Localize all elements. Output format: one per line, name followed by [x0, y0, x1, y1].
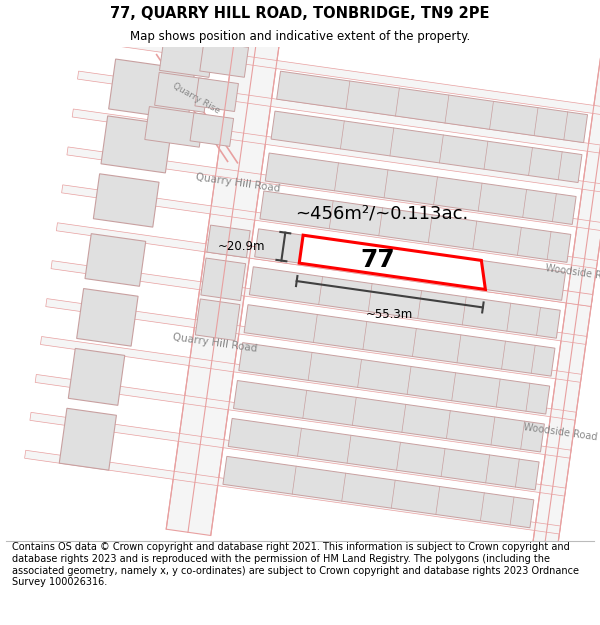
- Polygon shape: [77, 71, 600, 155]
- Polygon shape: [254, 229, 303, 263]
- Polygon shape: [25, 450, 560, 534]
- Polygon shape: [51, 261, 587, 344]
- Polygon shape: [109, 59, 195, 120]
- Polygon shape: [239, 342, 550, 414]
- Text: ~456m²/~0.113ac.: ~456m²/~0.113ac.: [295, 205, 469, 222]
- Polygon shape: [228, 419, 539, 490]
- Polygon shape: [59, 408, 116, 470]
- Text: ~55.3m: ~55.3m: [366, 308, 413, 321]
- Text: Quarry Rise: Quarry Rise: [171, 81, 221, 115]
- Polygon shape: [260, 191, 571, 262]
- Polygon shape: [77, 289, 138, 346]
- Polygon shape: [68, 348, 125, 406]
- Text: 77, QUARRY HILL ROAD, TONBRIDGE, TN9 2PE: 77, QUARRY HILL ROAD, TONBRIDGE, TN9 2PE: [110, 6, 490, 21]
- Polygon shape: [233, 381, 544, 452]
- Polygon shape: [190, 113, 233, 146]
- Polygon shape: [478, 261, 566, 300]
- Polygon shape: [30, 412, 566, 496]
- Text: Woodside Road: Woodside Road: [545, 262, 600, 283]
- Polygon shape: [299, 235, 485, 289]
- Polygon shape: [101, 116, 172, 173]
- Text: Woodside Road: Woodside Road: [523, 422, 598, 442]
- Polygon shape: [155, 72, 209, 112]
- Polygon shape: [200, 41, 248, 78]
- Text: Quarry Hill Road: Quarry Hill Road: [195, 173, 281, 194]
- Polygon shape: [223, 456, 534, 528]
- Polygon shape: [35, 374, 571, 458]
- Polygon shape: [83, 33, 600, 117]
- Polygon shape: [72, 109, 600, 192]
- Polygon shape: [201, 258, 245, 301]
- Polygon shape: [46, 299, 581, 382]
- Polygon shape: [205, 240, 593, 306]
- Text: Quarry Hill Road: Quarry Hill Road: [172, 332, 259, 354]
- Polygon shape: [527, 51, 600, 584]
- Polygon shape: [195, 299, 240, 341]
- Polygon shape: [166, 1, 284, 536]
- Polygon shape: [160, 36, 214, 78]
- Text: ~20.9m: ~20.9m: [218, 240, 265, 253]
- Polygon shape: [62, 185, 598, 269]
- Polygon shape: [56, 222, 592, 306]
- Polygon shape: [207, 225, 250, 258]
- Polygon shape: [265, 153, 576, 224]
- Text: Contains OS data © Crown copyright and database right 2021. This information is : Contains OS data © Crown copyright and d…: [12, 542, 579, 587]
- Polygon shape: [277, 71, 587, 142]
- Polygon shape: [67, 147, 600, 231]
- Text: Map shows position and indicative extent of the property.: Map shows position and indicative extent…: [130, 30, 470, 43]
- Text: 77: 77: [360, 248, 395, 272]
- Polygon shape: [94, 174, 159, 227]
- Polygon shape: [250, 267, 560, 338]
- Polygon shape: [40, 336, 577, 420]
- Polygon shape: [85, 234, 146, 286]
- Polygon shape: [195, 78, 238, 111]
- Polygon shape: [145, 106, 204, 148]
- Polygon shape: [271, 111, 582, 182]
- Polygon shape: [244, 305, 555, 376]
